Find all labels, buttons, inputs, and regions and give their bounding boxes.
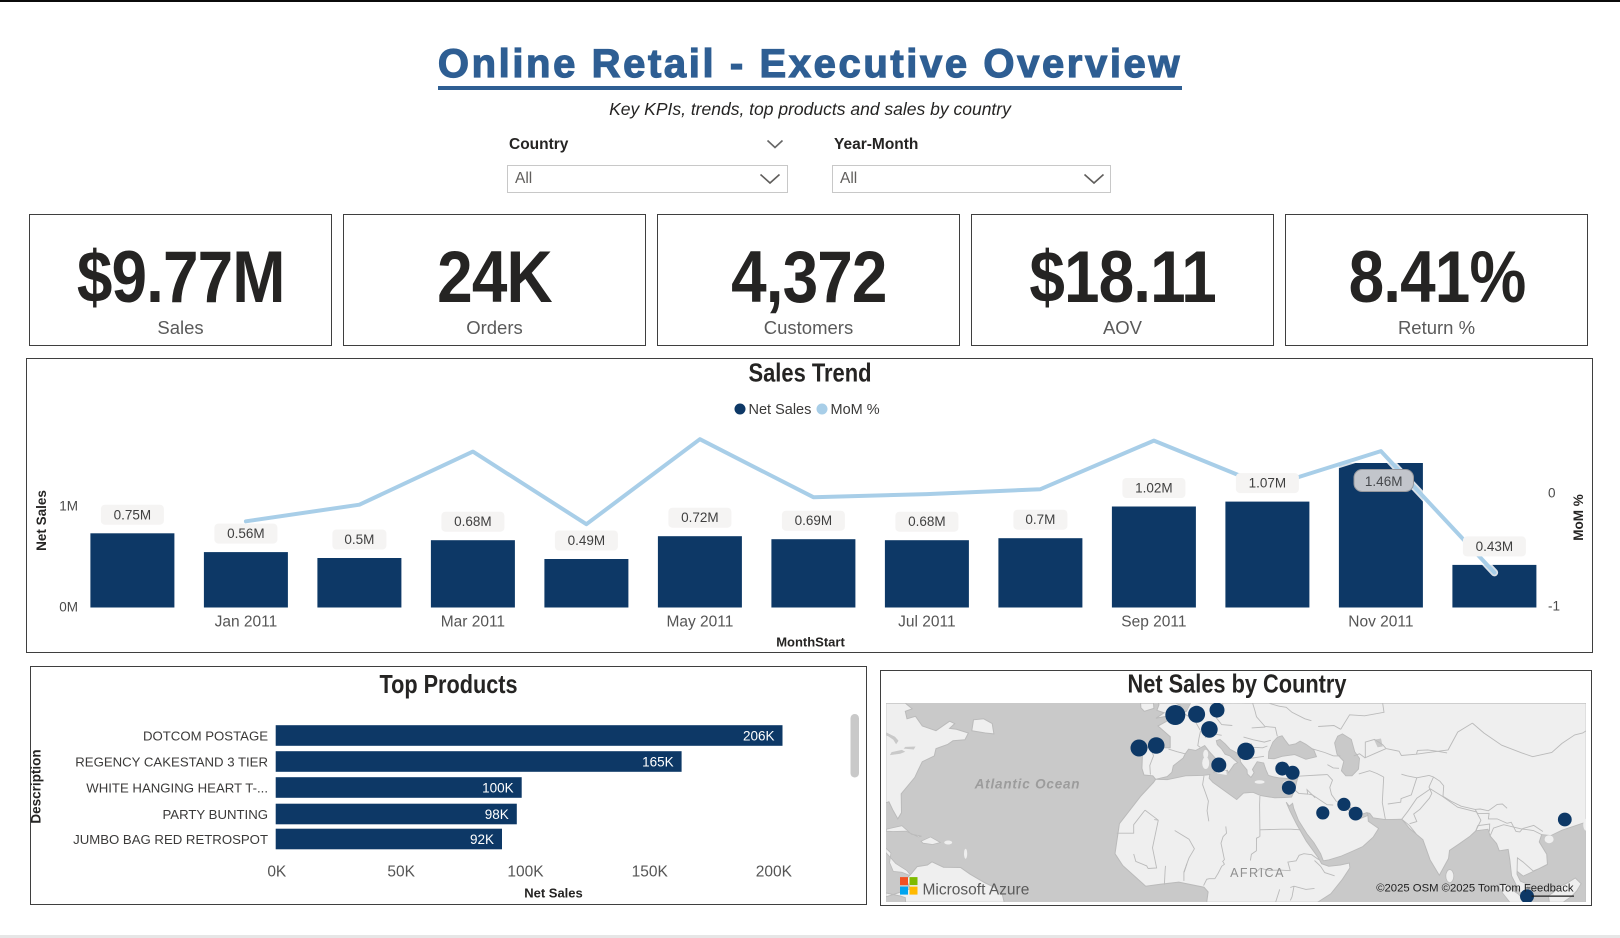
svg-text:Top Products: Top Products	[379, 669, 517, 699]
svg-text:Sep 2011: Sep 2011	[1121, 613, 1186, 630]
svg-text:150K: 150K	[631, 863, 668, 880]
svg-text:Atlantic Ocean: Atlantic Ocean	[973, 777, 1080, 792]
svg-text:Jan 2011: Jan 2011	[215, 613, 278, 630]
svg-text:Nov 2011: Nov 2011	[1348, 613, 1413, 630]
svg-text:200K: 200K	[755, 863, 792, 880]
svg-text:0.56M: 0.56M	[227, 526, 265, 541]
svg-text:MoM %: MoM %	[831, 402, 880, 418]
svg-text:0.68M: 0.68M	[454, 514, 492, 529]
svg-text:0.75M: 0.75M	[114, 507, 152, 522]
svg-text:-1: -1	[1548, 598, 1560, 613]
svg-text:1M: 1M	[59, 498, 78, 513]
svg-text:100K: 100K	[482, 780, 514, 795]
svg-text:Jul 2011: Jul 2011	[898, 613, 955, 630]
svg-text:92K: 92K	[469, 831, 493, 846]
svg-text:0M: 0M	[59, 599, 78, 614]
svg-text:May 2011: May 2011	[666, 613, 733, 630]
svg-text:100K: 100K	[507, 863, 544, 880]
svg-text:0K: 0K	[267, 863, 287, 880]
svg-text:206K: 206K	[742, 728, 774, 743]
svg-text:WHITE HANGING HEART T-...: WHITE HANGING HEART T-...	[86, 780, 268, 795]
svg-text:1.46M: 1.46M	[1365, 474, 1403, 489]
svg-text:0.49M: 0.49M	[568, 533, 606, 548]
svg-text:Microsoft Azure: Microsoft Azure	[922, 882, 1029, 899]
svg-text:Net Sales: Net Sales	[524, 885, 583, 900]
svg-text:Sales Trend: Sales Trend	[749, 358, 872, 388]
svg-text:JUMBO BAG RED RETROSPOT: JUMBO BAG RED RETROSPOT	[73, 832, 268, 847]
svg-text:165K: 165K	[642, 754, 674, 769]
svg-text:MonthStart: MonthStart	[776, 634, 845, 649]
svg-text:0.68M: 0.68M	[908, 514, 946, 529]
svg-text:1.02M: 1.02M	[1135, 480, 1173, 495]
svg-text:Description: Description	[30, 749, 44, 823]
svg-text:50K: 50K	[387, 863, 415, 880]
svg-text:0.5M: 0.5M	[344, 532, 374, 547]
svg-text:0.69M: 0.69M	[795, 513, 833, 528]
svg-text:DOTCOM POSTAGE: DOTCOM POSTAGE	[142, 728, 267, 743]
svg-text:PARTY BUNTING: PARTY BUNTING	[162, 807, 268, 822]
svg-text:Net Sales: Net Sales	[749, 402, 812, 418]
svg-text:0: 0	[1548, 485, 1556, 500]
svg-text:AFRICA: AFRICA	[1230, 866, 1285, 880]
svg-text:©2025 OSM ©2025 TomTom Feedb: ©2025 OSM ©2025 TomTom Feedback	[1376, 883, 1574, 895]
svg-text:REGENCY CAKESTAND 3 TIER: REGENCY CAKESTAND 3 TIER	[75, 754, 268, 769]
svg-text:Mar 2011: Mar 2011	[441, 613, 505, 630]
svg-text:0.7M: 0.7M	[1025, 512, 1055, 527]
svg-text:MoM %: MoM %	[1571, 494, 1586, 541]
svg-text:1.07M: 1.07M	[1249, 475, 1287, 490]
svg-text:Net Sales by Country: Net Sales by Country	[1127, 670, 1346, 699]
svg-text:Net Sales: Net Sales	[34, 490, 49, 551]
svg-text:0.43M: 0.43M	[1476, 538, 1514, 553]
svg-text:98K: 98K	[484, 806, 508, 821]
svg-text:0.72M: 0.72M	[681, 510, 719, 525]
